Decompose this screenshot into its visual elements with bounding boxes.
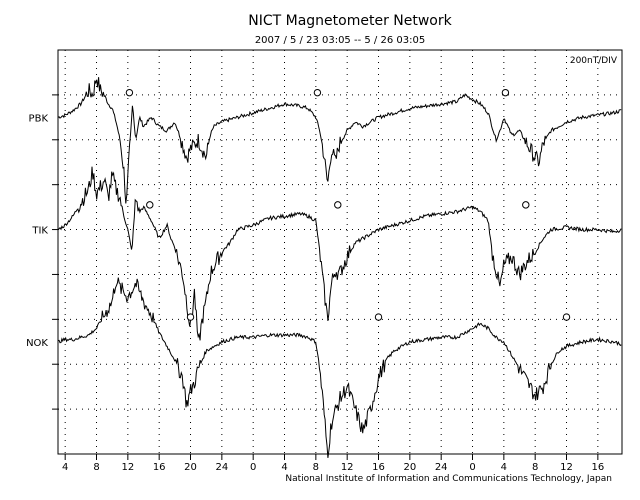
station-label-pbk: PBK	[29, 113, 49, 124]
plot-frame	[57, 49, 623, 455]
x-tick-label-7: 4	[281, 462, 287, 473]
scale-label: 200nT/DIV	[570, 56, 618, 66]
midnight-marker-tik-0	[146, 201, 154, 209]
x-tick-label-16: 12	[560, 462, 573, 473]
midnight-marker-pbk-0	[125, 88, 134, 97]
x-tick-label-9: 12	[341, 462, 354, 473]
x-tick-label-17: 16	[591, 462, 604, 473]
midnight-marker-nok-2	[562, 313, 571, 321]
chart-subtitle: 2007 / 5 / 23 03:05 -- 5 / 26 03:05	[255, 35, 425, 46]
x-tick-label-13: 0	[469, 462, 475, 473]
midnight-marker-nok-1	[374, 313, 383, 321]
midnight-marker-tik-2	[522, 201, 530, 209]
x-tick-label-2: 12	[121, 462, 134, 473]
x-tick-label-1: 8	[93, 462, 99, 473]
series-layer	[57, 77, 622, 458]
x-tick-label-5: 24	[215, 462, 228, 473]
x-tick-label-0: 4	[62, 462, 68, 473]
axis-ticks	[52, 94, 599, 460]
midnight-marker-pbk-2	[501, 88, 510, 97]
x-tick-label-11: 20	[403, 462, 416, 473]
x-tick-label-14: 4	[501, 462, 507, 473]
station-label-nok: NOK	[26, 338, 48, 349]
midnight-markers	[125, 88, 571, 321]
station-labels: PBK TIK NOK	[26, 113, 48, 348]
x-tick-label-15: 8	[532, 462, 538, 473]
x-tick-label-12: 24	[435, 462, 448, 473]
series-tik-line	[57, 166, 622, 341]
series-nok-line	[58, 277, 622, 458]
series-pbk-line	[57, 77, 622, 204]
x-tick-label-6: 0	[250, 462, 256, 473]
footer-credit: National Institute of Information and Co…	[285, 474, 612, 484]
x-tick-label-10: 16	[372, 462, 385, 473]
x-tick-labels: 4 8 12 16 20 24 0 4 8 12 16 20 24 0 4 8 12 16	[62, 462, 604, 473]
x-tick-label-3: 16	[153, 462, 166, 473]
x-tick-label-4: 20	[184, 462, 197, 473]
chart-title: NICT Magnetometer Network	[248, 13, 452, 29]
midnight-marker-pbk-1	[313, 88, 322, 97]
midnight-marker-nok-0	[186, 313, 195, 321]
x-tick-label-8: 8	[313, 462, 319, 473]
station-label-tik: TIK	[31, 226, 48, 237]
midnight-marker-tik-1	[334, 201, 342, 209]
